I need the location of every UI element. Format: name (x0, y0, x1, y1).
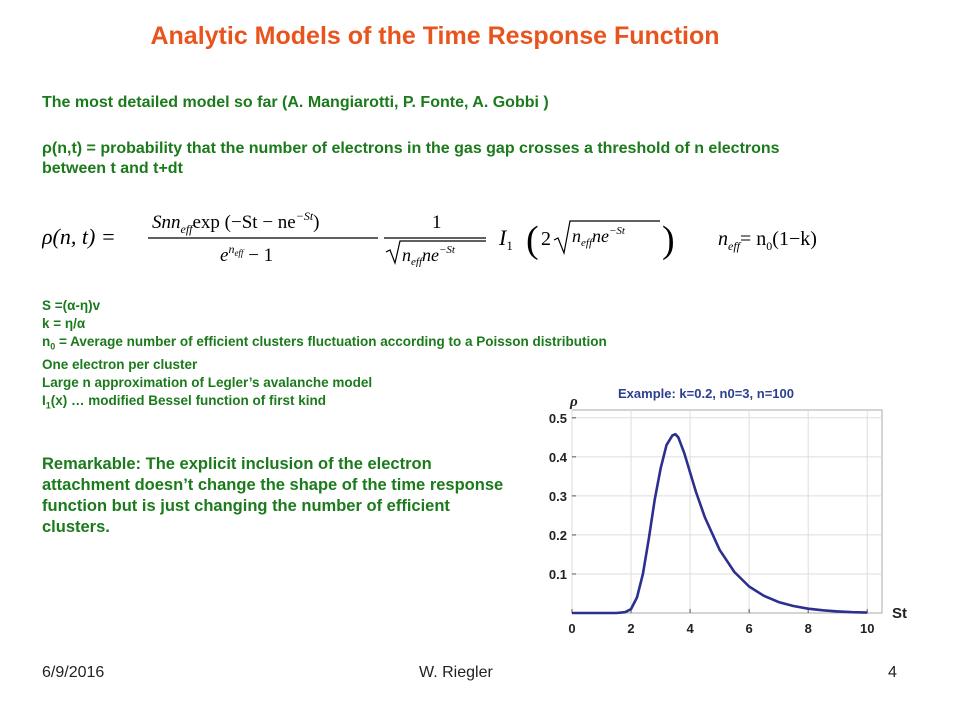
x-axis-label: St (892, 605, 907, 622)
def-one-electron: One electron per cluster (42, 356, 198, 372)
x-tick-label: 4 (686, 621, 694, 636)
formula-numerator-head: Snn (152, 212, 181, 233)
formula-bessel: I (498, 225, 508, 250)
model-source-line: The most detailed model so far (A. Mangi… (42, 94, 549, 111)
svg-text:): ) (662, 219, 675, 261)
svg-text:neffne−St: neffne−St (402, 244, 456, 267)
rho-definition: ρ(n,t) = probability that the number of … (42, 140, 780, 177)
footer-date: 6/9/2016 (42, 664, 105, 681)
x-tick-label: 10 (860, 621, 874, 636)
def-large-n: Large n approximation of Legler’s avalan… (42, 374, 373, 390)
svg-text:Snneffexp (−St − ne−St): Snneffexp (−St − ne−St) (152, 209, 320, 236)
svg-text:I1: I1 (498, 225, 513, 253)
formula-lhs: ρ(n, t) = (42, 224, 116, 249)
plot-frame (571, 409, 883, 614)
formula-neff: n (718, 228, 728, 250)
svg-text:neffne−St: neffne−St (572, 225, 626, 249)
formula-denominator: e (220, 245, 228, 266)
x-tick-label: 2 (627, 621, 634, 636)
y-tick-label: 0.1 (549, 567, 567, 582)
chart-title: Example: k=0.2, n0=3, n=100 (618, 386, 794, 401)
svg-text:2: 2 (541, 228, 551, 250)
parameter-definitions: S =(α-η)v k = η/α n0 = Average number of… (42, 297, 607, 414)
y-tick-label: 0.5 (549, 411, 567, 426)
y-tick-label: 0.2 (549, 528, 567, 543)
series-line (572, 432, 868, 615)
y-axis-label: ρ (569, 394, 578, 410)
def-s: S =(α-η)v (42, 298, 101, 313)
remark-paragraph: Remarkable: The explicit inclusion of th… (42, 455, 504, 536)
x-tick-label: 0 (568, 621, 575, 636)
footer-page-number: 4 (888, 664, 897, 681)
response-function-chart: Example: k=0.2, n0=3, n=100 0 2 4 6 8 10 0.1 0.… (549, 386, 907, 636)
time-response-formula: ρ(n, t) = Snneffexp (−St − ne−St) eneff … (42, 209, 817, 267)
svg-text:eneff − 1: eneff − 1 (220, 242, 273, 266)
def-n0: n0 = Average number of efficient cluster… (42, 334, 607, 352)
svg-text:(: ( (526, 219, 539, 261)
slide-title: Analytic Models of the Time Response Fun… (150, 22, 720, 50)
footer-author: W. Riegler (419, 664, 493, 681)
y-tick-label: 0.4 (549, 450, 568, 465)
def-bessel: I1(x) … modified Bessel function of firs… (42, 392, 327, 411)
svg-text:neff= n0(1−k): neff= n0(1−k) (718, 228, 817, 253)
y-tick-label: 0.3 (549, 489, 567, 504)
x-tick-label: 8 (805, 621, 812, 636)
x-tick-label: 6 (746, 621, 753, 636)
def-k: k = η/α (42, 316, 86, 331)
formula-one: 1 (432, 212, 442, 233)
